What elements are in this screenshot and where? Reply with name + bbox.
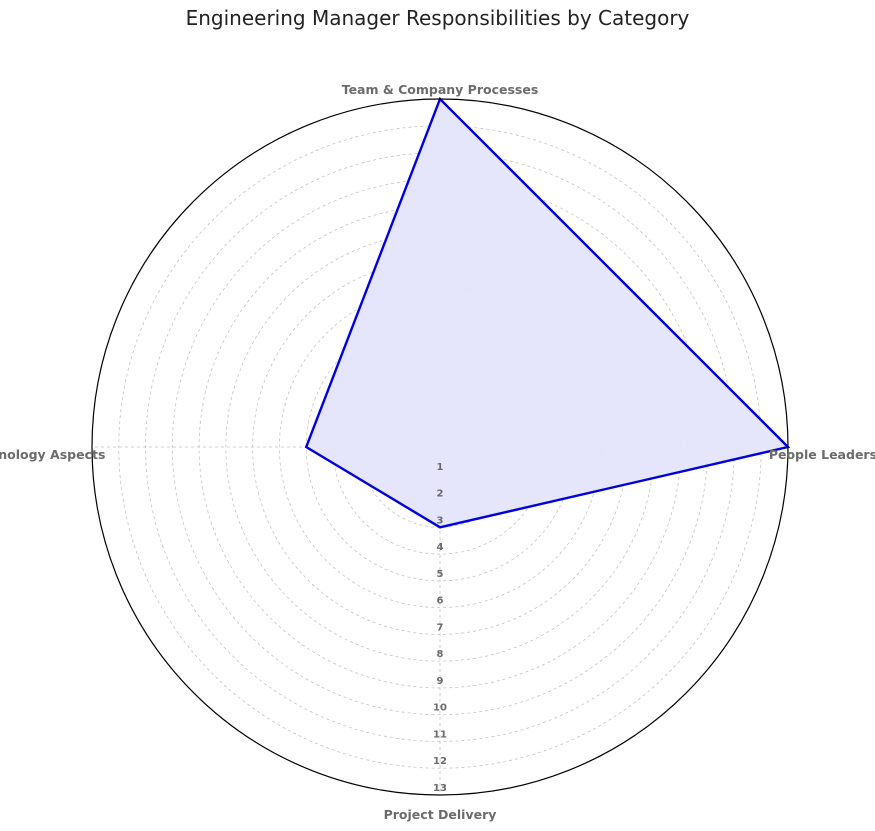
r-tick-label: 3 [437,515,444,526]
outer-frame [91,98,789,796]
r-tick-label: 5 [437,569,444,580]
category-label: People Leadership [769,447,875,462]
r-tick-label: 12 [433,756,447,767]
r-tick-label: 1 [437,462,444,473]
category-label: Project Delivery [384,807,497,822]
chart-title: Engineering Manager Responsibilities by … [185,6,690,30]
r-tick-label: 10 [433,703,447,714]
r-tick-label: 8 [437,649,444,660]
series-area [304,96,791,529]
r-tick-label: 6 [437,596,444,607]
r-tick-label: 9 [437,676,444,687]
r-tick-label: 7 [437,622,444,633]
r-tick-label: 11 [433,729,447,740]
r-tick-label: 13 [433,783,447,794]
r-tick-label: 4 [437,542,444,553]
data-layer [304,96,791,529]
category-label: Technology Aspects [0,447,105,462]
r-tick-label: 2 [437,489,444,500]
category-label: Team & Company Processes [342,82,539,97]
